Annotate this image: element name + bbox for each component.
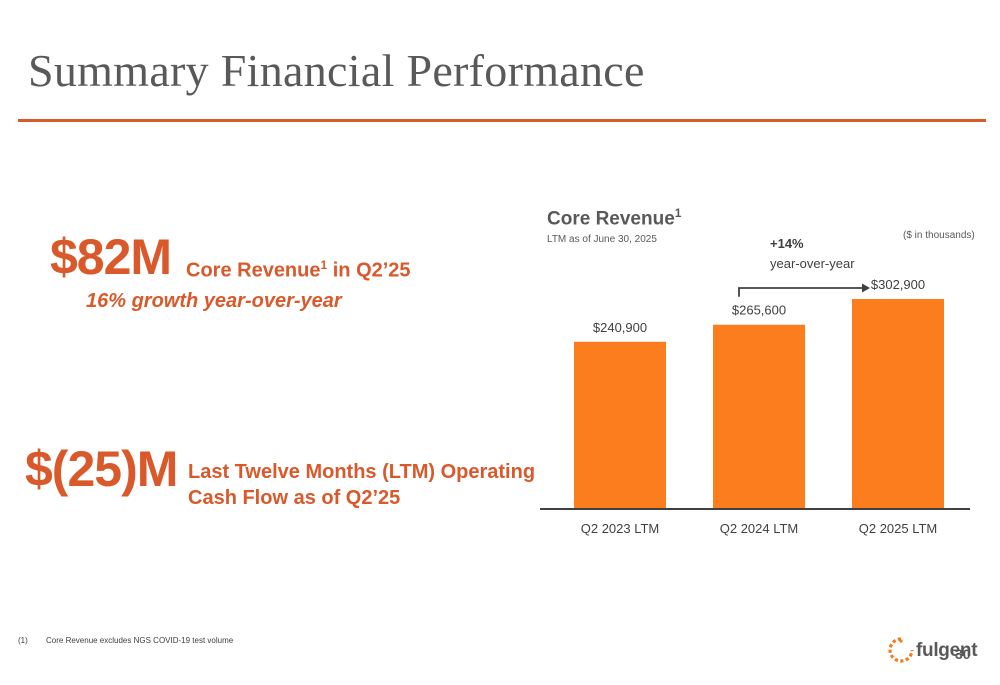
kpi-cash-flow-label: Last Twelve Months (LTM) Operating Cash … [188,459,535,511]
x-tick-label-3: Q2 2025 LTM [859,521,938,536]
growth-annotation-pct: +14% [770,236,804,251]
bar-1 [574,341,666,508]
fulgent-logo: fulgent [888,636,978,666]
kpi-core-revenue-label-text: Core Revenue [186,259,321,282]
kpi-core-revenue-value: $82M [50,229,172,285]
kpi-cash-flow-value: $(25)M [25,441,178,497]
kpi-core-revenue-growth: 16% growth year-over-year [86,290,342,312]
data-label-2: $265,600 [732,303,786,318]
x-tick-label-2: Q2 2024 LTM [720,521,799,536]
fulgent-logo-icon [888,637,914,663]
bar-2 [713,324,805,508]
chart-unit-note: ($ in thousands) [903,230,975,241]
x-tick-label-1: Q2 2023 LTM [581,521,660,536]
chart-subtitle: LTM as of June 30, 2025 [547,234,657,245]
title-divider [18,119,986,122]
footnote: (1) Core Revenue excludes NGS COVID-19 te… [18,636,233,645]
kpi-core-revenue-label-suffix: in Q2’25 [327,259,411,282]
growth-annotation-text: year-over-year [770,256,855,271]
bar-3 [852,299,944,508]
kpi-cash-flow-label-line1: Last Twelve Months (LTM) Operating [188,461,536,483]
page-number: 30 [955,646,971,662]
data-label-3: $302,900 [871,277,925,292]
page-title: Summary Financial Performance [28,45,645,96]
logo-text: fulgent [916,640,978,661]
kpi-core-revenue-footnote-ref: 1 [320,258,328,272]
footnote-number: (1) [18,636,28,645]
chart-title-footnote-ref: 1 [674,206,682,220]
core-revenue-bar-chart: $240,900 Q2 2023 LTM $265,600 Q2 2024 LTM $3… [540,277,970,536]
chart-title-text: Core Revenue [547,208,675,230]
chart-title: Core Revenue1 [547,206,681,230]
growth-arrow-head [862,283,870,293]
footnote-text: Core Revenue excludes NGS COVID-19 test … [46,636,234,645]
kpi-cash-flow-label-line2: Cash Flow as of Q2’25 [188,487,401,509]
data-label-1: $240,900 [593,320,647,335]
growth-arrow-line [738,287,862,297]
kpi-core-revenue-label: Core Revenue1 in Q2’25 [186,258,411,283]
